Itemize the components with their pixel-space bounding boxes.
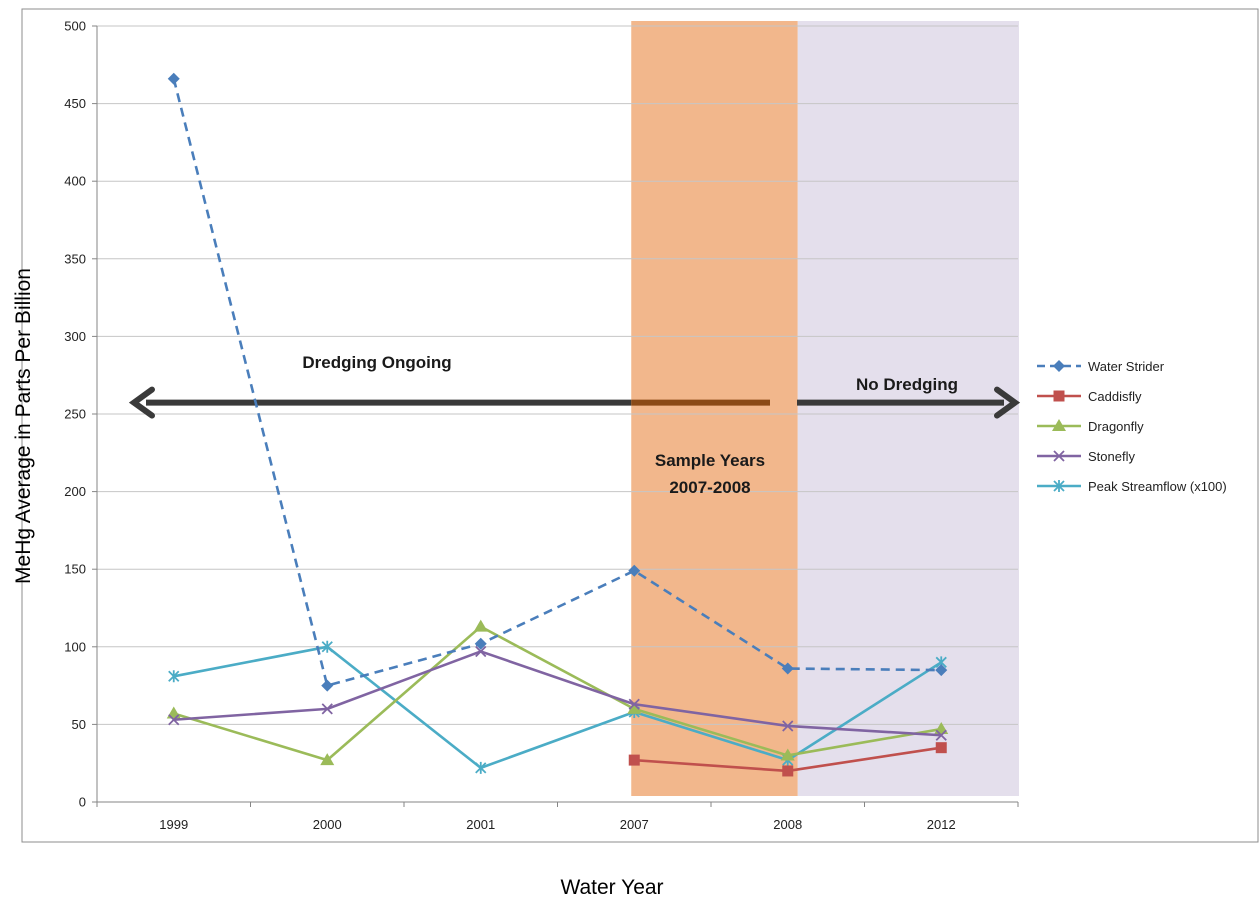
legend-label-dragonfly: Dragonfly [1088, 419, 1144, 434]
data-point-stonefly [628, 698, 640, 710]
series-caddisfly [628, 742, 947, 777]
series-line-water-strider [172, 78, 942, 687]
legend-label-caddisfly: Caddisfly [1088, 389, 1142, 404]
series-line-peak-streamflow-x100 [173, 645, 942, 770]
data-point-water-strider [474, 637, 487, 650]
legend-marker-peak-streamflow-x100 [1053, 480, 1065, 492]
data-point-dragonfly [780, 748, 795, 761]
no-dredging-shading [797, 21, 1019, 796]
legend-marker-caddisfly [1053, 390, 1065, 402]
x-tick-label: 1999 [159, 817, 188, 832]
data-point-stonefly [475, 645, 487, 658]
data-point-water-strider [781, 662, 794, 675]
y-tick-label: 400 [64, 174, 86, 189]
legend-label-stonefly: Stonefly [1088, 449, 1135, 464]
legend-marker-dragonfly [1052, 419, 1066, 431]
x-tick-label: 2008 [773, 817, 802, 832]
right-arrowhead [994, 386, 1021, 419]
y-tick-label: 300 [64, 329, 86, 344]
legend-marker-water-strider [1053, 360, 1065, 372]
data-point-dragonfly [473, 619, 488, 632]
data-point-water-strider [628, 564, 641, 577]
x-tick-label: 2001 [466, 817, 495, 832]
y-tick-label: 50 [72, 717, 86, 732]
data-point-peak-streamflow-x100 [321, 640, 333, 653]
y-tick-label: 450 [64, 96, 86, 111]
data-point-stonefly [935, 729, 947, 741]
y-tick-label: 150 [64, 562, 86, 577]
dredging-ongoing-label: Dredging Ongoing [302, 353, 451, 372]
y-tick-label: 200 [64, 484, 86, 499]
data-point-dragonfly [627, 701, 642, 714]
data-point-water-strider [167, 72, 180, 85]
data-point-water-strider [935, 664, 948, 677]
series-line-stonefly [173, 650, 942, 737]
no-dredging-label: No Dredging [856, 375, 958, 394]
series-line-dragonfly [173, 625, 942, 762]
x-tick-label: 2007 [620, 817, 649, 832]
legend-marker-stonefly [1053, 450, 1065, 462]
data-point-peak-streamflow-x100 [475, 761, 487, 774]
data-point-stonefly [321, 703, 333, 715]
x-tick-label: 2012 [927, 817, 956, 832]
y-tick-label: 250 [64, 407, 86, 422]
y-tick-label: 0 [79, 795, 86, 810]
data-point-caddisfly [935, 742, 947, 754]
y-tick-label: 350 [64, 251, 86, 266]
sample-years-shading [631, 21, 798, 796]
data-point-caddisfly [628, 754, 640, 766]
x-axis-title: Water Year [560, 876, 663, 899]
sample-years-label-line2: 2007-2008 [669, 478, 750, 497]
data-point-stonefly [782, 720, 794, 732]
y-axis-title: MeHg Average in Parts Per Billion [12, 268, 35, 584]
x-tick-label: 2000 [313, 817, 342, 832]
data-point-stonefly [168, 714, 180, 726]
y-tick-label: 500 [64, 19, 86, 34]
legend-label-water-strider: Water Strider [1088, 359, 1165, 374]
data-point-peak-streamflow-x100 [168, 670, 180, 683]
data-point-water-strider [321, 679, 334, 692]
sample-years-label-line1: Sample Years [655, 451, 765, 470]
data-point-caddisfly [782, 765, 794, 777]
data-point-dragonfly [320, 753, 335, 766]
series-water-strider [167, 72, 948, 692]
legend-label-peak-streamflow-x100: Peak Streamflow (x100) [1088, 479, 1227, 494]
y-tick-label: 100 [64, 639, 86, 654]
left-arrowhead [128, 386, 155, 419]
series-stonefly [168, 645, 947, 741]
